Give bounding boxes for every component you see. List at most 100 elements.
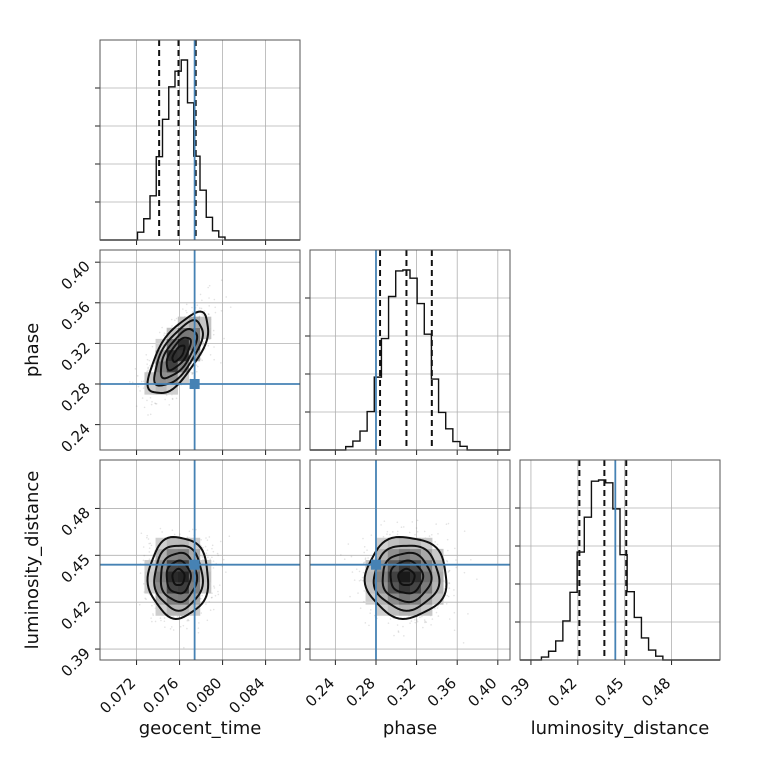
panel-geocent_time-luminosity_distance-density-cell-7-6 bbox=[177, 582, 190, 594]
panel-phase-luminosity_distance-sample-111 bbox=[433, 607, 436, 610]
panel-phase-luminosity_distance-sample-146 bbox=[463, 530, 466, 532]
panel-phase-luminosity_distance-sample-76 bbox=[397, 631, 400, 633]
panel-phase-luminosity_distance-sample-203 bbox=[362, 571, 365, 574]
panel-geocent_time-phase-sample-614 bbox=[195, 370, 198, 373]
panel-geocent_time-phase-sample-255 bbox=[203, 310, 206, 312]
panel-geocent_time-phase-sample-51 bbox=[146, 363, 148, 365]
panel-geocent_time-phase-sample-351 bbox=[151, 345, 154, 348]
panel-geocent_time-phase-density-cell-5-5 bbox=[155, 383, 167, 395]
panel-geocent_time-phase-y-tick-label-3: 0.36 bbox=[57, 298, 93, 334]
panel-phase-luminosity_distance-contour-2 bbox=[381, 551, 433, 604]
panel-phase-luminosity_distance-density-cell-9-8 bbox=[410, 560, 422, 572]
panel-geocent_time-luminosity_distance-sample-821 bbox=[164, 626, 166, 628]
panel-geocent_time-phase-sample-157 bbox=[220, 362, 222, 364]
panel-geocent_time-luminosity_distance-sample-230 bbox=[144, 597, 147, 600]
x-axis-label-luminosity_distance: luminosity_distance bbox=[531, 718, 710, 739]
panel-phase-luminosity_distance-sample-616 bbox=[355, 568, 358, 570]
panel-geocent_time-luminosity_distance-sample-342 bbox=[172, 616, 175, 618]
panel-geocent_time-luminosity_distance-sample-325 bbox=[153, 603, 156, 605]
panel-phase-luminosity_distance-sample-195 bbox=[402, 625, 404, 628]
panel-phase-luminosity_distance-sample-139 bbox=[453, 589, 455, 591]
panel-phase-luminosity_distance-density-cell-9-6 bbox=[410, 582, 422, 594]
panel-phase-luminosity_distance-density-cell-5-6 bbox=[365, 582, 377, 594]
panel-phase-luminosity_distance-sample-284 bbox=[435, 611, 438, 614]
panel-geocent_time-phase-density-cell-9-11 bbox=[200, 316, 212, 328]
panel-geocent_time-luminosity_distance-sample-335 bbox=[222, 558, 225, 561]
panel-phase-luminosity_distance-sample-883 bbox=[389, 618, 392, 620]
panel-phase-luminosity_distance-sample-303 bbox=[362, 562, 365, 565]
panel-geocent_time-phase-frame bbox=[99, 249, 301, 451]
panel-geocent_time-luminosity_distance-sample-37 bbox=[172, 629, 175, 631]
panel-geocent_time-luminosity_distance-sample-222 bbox=[146, 536, 148, 539]
panel-geocent_time-luminosity_distance-sample-611 bbox=[151, 604, 153, 607]
panel-geocent_time-luminosity_distance-sample-774 bbox=[219, 540, 222, 543]
panel-geocent_time-phase-sample-89 bbox=[146, 370, 149, 373]
panel-geocent_time-luminosity_distance-contour-3 bbox=[153, 544, 204, 612]
panel-geocent_time-luminosity_distance-x-tick-label-2: 0.080 bbox=[182, 674, 225, 717]
panel-geocent_time-phase-density-cell-6-7 bbox=[166, 361, 178, 373]
panel-geocent_time-luminosity_distance-density-cell-6-6 bbox=[166, 582, 178, 594]
panel-geocent_time-phase-sample-594 bbox=[225, 296, 228, 298]
panel-phase-luminosity_distance-sample-297 bbox=[414, 621, 417, 624]
panel-geocent_time-luminosity_distance-sample-419 bbox=[142, 583, 145, 585]
panel-geocent_time-phase-sample-670 bbox=[199, 307, 201, 309]
panel-geocent_time-luminosity_distance-y-tick-label-3: 0.48 bbox=[57, 504, 93, 540]
panel-geocent_time-phase-sample-626 bbox=[229, 306, 232, 308]
panel-phase-luminosity_distance-sample-141 bbox=[419, 616, 421, 619]
panel-geocent_time-phase-sample-228 bbox=[136, 375, 139, 377]
panel-geocent_time-phase-sample-120 bbox=[168, 404, 171, 406]
panel-geocent_time-luminosity_distance-y-tick-label-1: 0.42 bbox=[57, 597, 93, 633]
panel-geocent_time-phase-sample-74 bbox=[195, 364, 198, 366]
panel-geocent_time-phase-sample-133 bbox=[208, 305, 210, 307]
panel-phase-luminosity_distance-sample-390 bbox=[443, 580, 445, 582]
panel-geocent_time-luminosity_distance-sample-871 bbox=[147, 538, 150, 540]
panel-geocent_time-phase-sample-673 bbox=[209, 354, 212, 356]
panel-geocent_time-phase-sample-139 bbox=[212, 329, 215, 332]
panel-phase-luminosity_distance-sample-537 bbox=[414, 618, 416, 621]
panel-phase-luminosity_distance-frame bbox=[309, 459, 511, 661]
panel-phase-luminosity_distance-sample-684 bbox=[411, 521, 414, 523]
panel-geocent_time-phase-sample-740 bbox=[220, 310, 223, 312]
panel-phase-luminosity_distance-sample-659 bbox=[410, 620, 413, 622]
panel-geocent_time-geocent_time-frame bbox=[99, 39, 301, 241]
panel-geocent_time-luminosity_distance-contour-0 bbox=[171, 567, 186, 587]
panel-geocent_time-luminosity_distance-sample-68 bbox=[210, 596, 213, 599]
panel-geocent_time-phase-sample-284 bbox=[199, 358, 202, 360]
panel-geocent_time-phase-y-tick-label-2: 0.32 bbox=[57, 339, 93, 375]
panel-phase-luminosity_distance-sample-186 bbox=[363, 600, 365, 603]
panel-geocent_time-phase-density-cell-4-6 bbox=[144, 372, 156, 384]
panel-phase-luminosity_distance-sample-268 bbox=[396, 530, 399, 533]
panel-phase-luminosity_distance-density-cell-9-5 bbox=[410, 593, 422, 605]
panel-phase-luminosity_distance-sample-89 bbox=[363, 561, 366, 564]
panel-phase-luminosity_distance-sample-210 bbox=[361, 576, 364, 579]
panel-geocent_time-phase-sample-881 bbox=[171, 397, 174, 400]
panel-geocent_time-phase-sample-466 bbox=[174, 319, 176, 322]
panel-phase-luminosity_distance-sample-626 bbox=[476, 578, 478, 581]
panel-geocent_time-luminosity_distance-sample-436 bbox=[225, 571, 227, 573]
panel-phase-luminosity_distance-sample-345 bbox=[445, 523, 448, 526]
panel-geocent_time-phase-density-cell-6-10 bbox=[166, 327, 178, 340]
panel-phase-luminosity_distance-density-cell-11-5 bbox=[432, 593, 444, 605]
panel-phase-luminosity_distance-sample-57 bbox=[343, 558, 346, 560]
x-axis-label-phase: phase bbox=[383, 718, 437, 739]
y-axis-label-phase: phase bbox=[22, 323, 43, 377]
panel-geocent_time-phase-sample-761 bbox=[147, 366, 149, 369]
y-axis-label-luminosity_distance: luminosity_distance bbox=[22, 471, 43, 650]
panel-geocent_time-phase-sample-332 bbox=[214, 306, 216, 309]
panel-geocent_time-phase-density-cell-7-10 bbox=[177, 327, 190, 340]
panel-phase-luminosity_distance-sample-770 bbox=[455, 566, 458, 569]
panel-geocent_time-phase-density-cell-7-8 bbox=[177, 350, 190, 362]
panel-geocent_time-luminosity_distance-sample-60 bbox=[212, 550, 215, 553]
panel-phase-luminosity_distance-sample-592 bbox=[396, 624, 399, 626]
panel-geocent_time-luminosity_distance-sample-120 bbox=[201, 556, 203, 558]
panel-phase-luminosity_distance-x-tick-label-1: 0.28 bbox=[342, 674, 378, 710]
panel-phase-luminosity_distance-sample-521 bbox=[364, 558, 367, 561]
panel-phase-luminosity_distance-sample-69 bbox=[402, 526, 405, 528]
panel-phase-luminosity_distance-sample-153 bbox=[421, 615, 423, 618]
panel-geocent_time-phase-sample-509 bbox=[199, 293, 202, 296]
panel-geocent_time-phase-sample-407 bbox=[149, 364, 151, 367]
panel-geocent_time-luminosity_distance-density-cell-7-9 bbox=[177, 548, 190, 561]
panel-geocent_time-luminosity_distance-x-tick-label-1: 0.076 bbox=[139, 674, 182, 717]
panel-phase-luminosity_distance-x-tick-label-3: 0.36 bbox=[424, 674, 460, 710]
